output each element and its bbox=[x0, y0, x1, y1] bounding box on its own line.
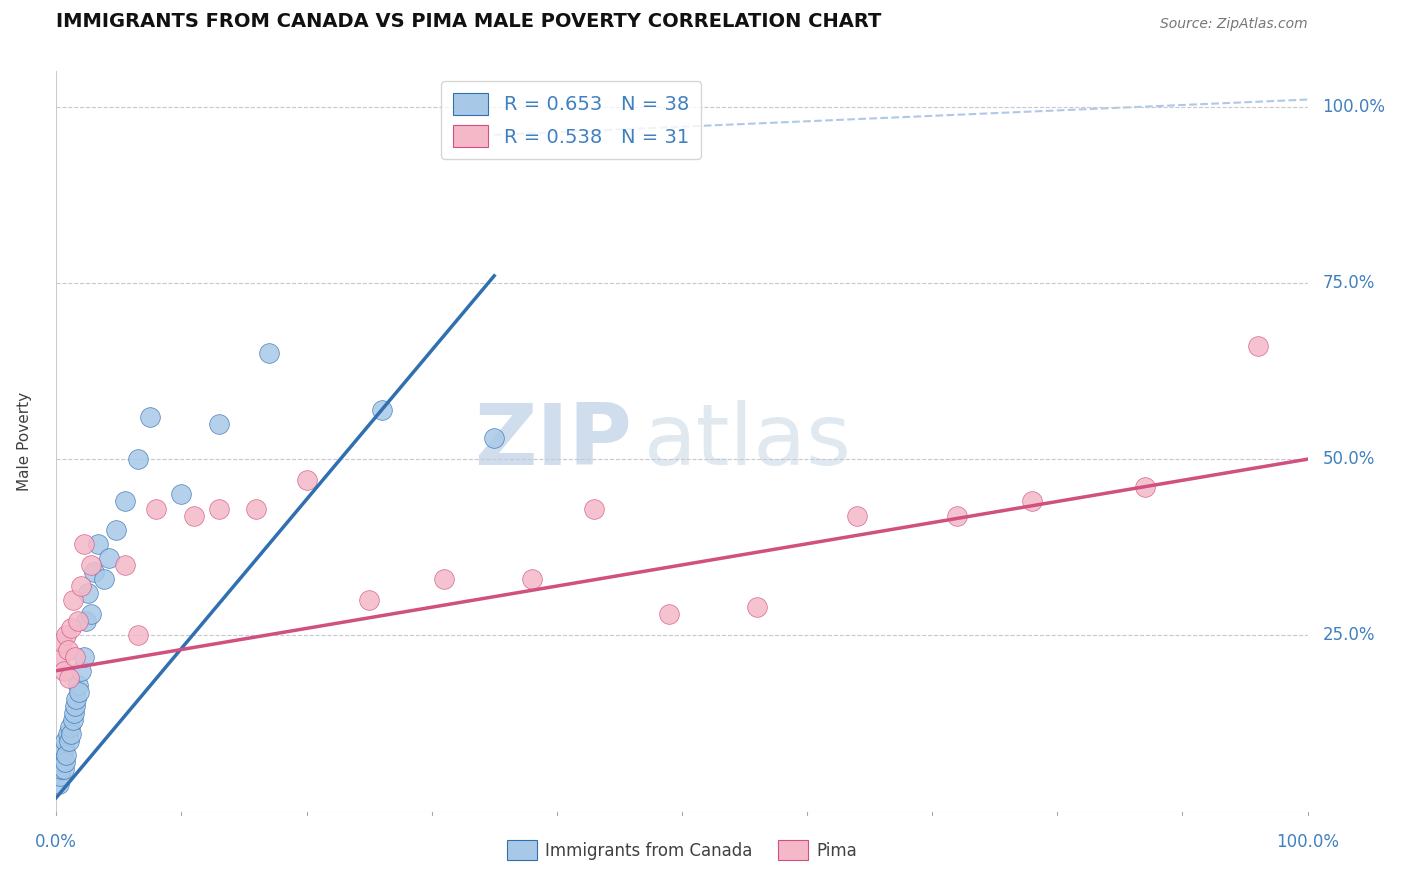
Point bbox=[75, 615, 97, 629]
Point bbox=[257, 346, 280, 360]
Text: 75.0%: 75.0% bbox=[1323, 274, 1375, 292]
Text: 50.0%: 50.0% bbox=[1323, 450, 1375, 468]
Text: Source: ZipAtlas.com: Source: ZipAtlas.com bbox=[1160, 17, 1308, 30]
Point bbox=[55, 748, 77, 763]
Point bbox=[484, 431, 506, 445]
Point bbox=[583, 501, 606, 516]
Point bbox=[62, 713, 84, 727]
Point bbox=[49, 649, 72, 664]
Point bbox=[51, 763, 73, 777]
Point bbox=[51, 756, 73, 770]
Point bbox=[433, 572, 456, 586]
Point bbox=[70, 664, 93, 678]
Point bbox=[59, 720, 82, 734]
Point bbox=[245, 501, 267, 516]
Point bbox=[745, 600, 768, 615]
Point bbox=[56, 642, 79, 657]
Point bbox=[105, 523, 128, 537]
Point bbox=[86, 537, 108, 551]
Point bbox=[52, 763, 75, 777]
Point bbox=[60, 727, 83, 741]
Point bbox=[70, 579, 93, 593]
Point bbox=[370, 402, 392, 417]
Text: atlas: atlas bbox=[644, 400, 852, 483]
Text: 100.0%: 100.0% bbox=[1323, 97, 1385, 116]
Point bbox=[53, 756, 76, 770]
Point bbox=[946, 508, 969, 523]
Point bbox=[658, 607, 681, 622]
Point bbox=[66, 615, 89, 629]
Point bbox=[80, 558, 103, 572]
Point bbox=[60, 621, 83, 635]
Point bbox=[127, 628, 149, 642]
Point bbox=[53, 734, 76, 748]
Point bbox=[66, 678, 89, 692]
Point bbox=[1246, 339, 1268, 353]
Point bbox=[80, 607, 103, 622]
Text: 100.0%: 100.0% bbox=[1277, 833, 1339, 851]
Point bbox=[62, 593, 84, 607]
Point bbox=[62, 706, 84, 720]
Point bbox=[52, 664, 75, 678]
Point bbox=[56, 727, 79, 741]
Point bbox=[295, 473, 318, 487]
Point bbox=[76, 586, 98, 600]
Point bbox=[73, 537, 96, 551]
Point bbox=[49, 769, 72, 783]
Point bbox=[208, 417, 231, 431]
Point bbox=[1133, 480, 1156, 494]
Point bbox=[55, 628, 77, 642]
Point bbox=[73, 649, 96, 664]
Point bbox=[48, 776, 70, 790]
Point bbox=[170, 487, 193, 501]
Text: Male Poverty: Male Poverty bbox=[17, 392, 32, 491]
Point bbox=[52, 741, 75, 756]
Text: 25.0%: 25.0% bbox=[1323, 626, 1375, 644]
Point bbox=[51, 635, 73, 649]
Point bbox=[114, 494, 136, 508]
Point bbox=[520, 572, 543, 586]
Text: 0.0%: 0.0% bbox=[35, 833, 77, 851]
Point bbox=[58, 734, 80, 748]
Point bbox=[1021, 494, 1043, 508]
Point bbox=[846, 508, 869, 523]
Point bbox=[63, 698, 86, 713]
Point bbox=[114, 558, 136, 572]
Text: IMMIGRANTS FROM CANADA VS PIMA MALE POVERTY CORRELATION CHART: IMMIGRANTS FROM CANADA VS PIMA MALE POVE… bbox=[56, 12, 882, 30]
Point bbox=[359, 593, 381, 607]
Point bbox=[97, 550, 120, 565]
Point bbox=[83, 565, 105, 579]
Point bbox=[58, 671, 80, 685]
Point bbox=[93, 572, 115, 586]
Legend: Immigrants from Canada, Pima: Immigrants from Canada, Pima bbox=[501, 834, 863, 866]
Point bbox=[65, 692, 87, 706]
Point bbox=[63, 649, 86, 664]
Point bbox=[127, 452, 149, 467]
Point bbox=[51, 748, 73, 763]
Text: ZIP: ZIP bbox=[474, 400, 631, 483]
Point bbox=[139, 409, 162, 424]
Point bbox=[67, 685, 90, 699]
Point bbox=[208, 501, 231, 516]
Point bbox=[183, 508, 205, 523]
Point bbox=[145, 501, 167, 516]
